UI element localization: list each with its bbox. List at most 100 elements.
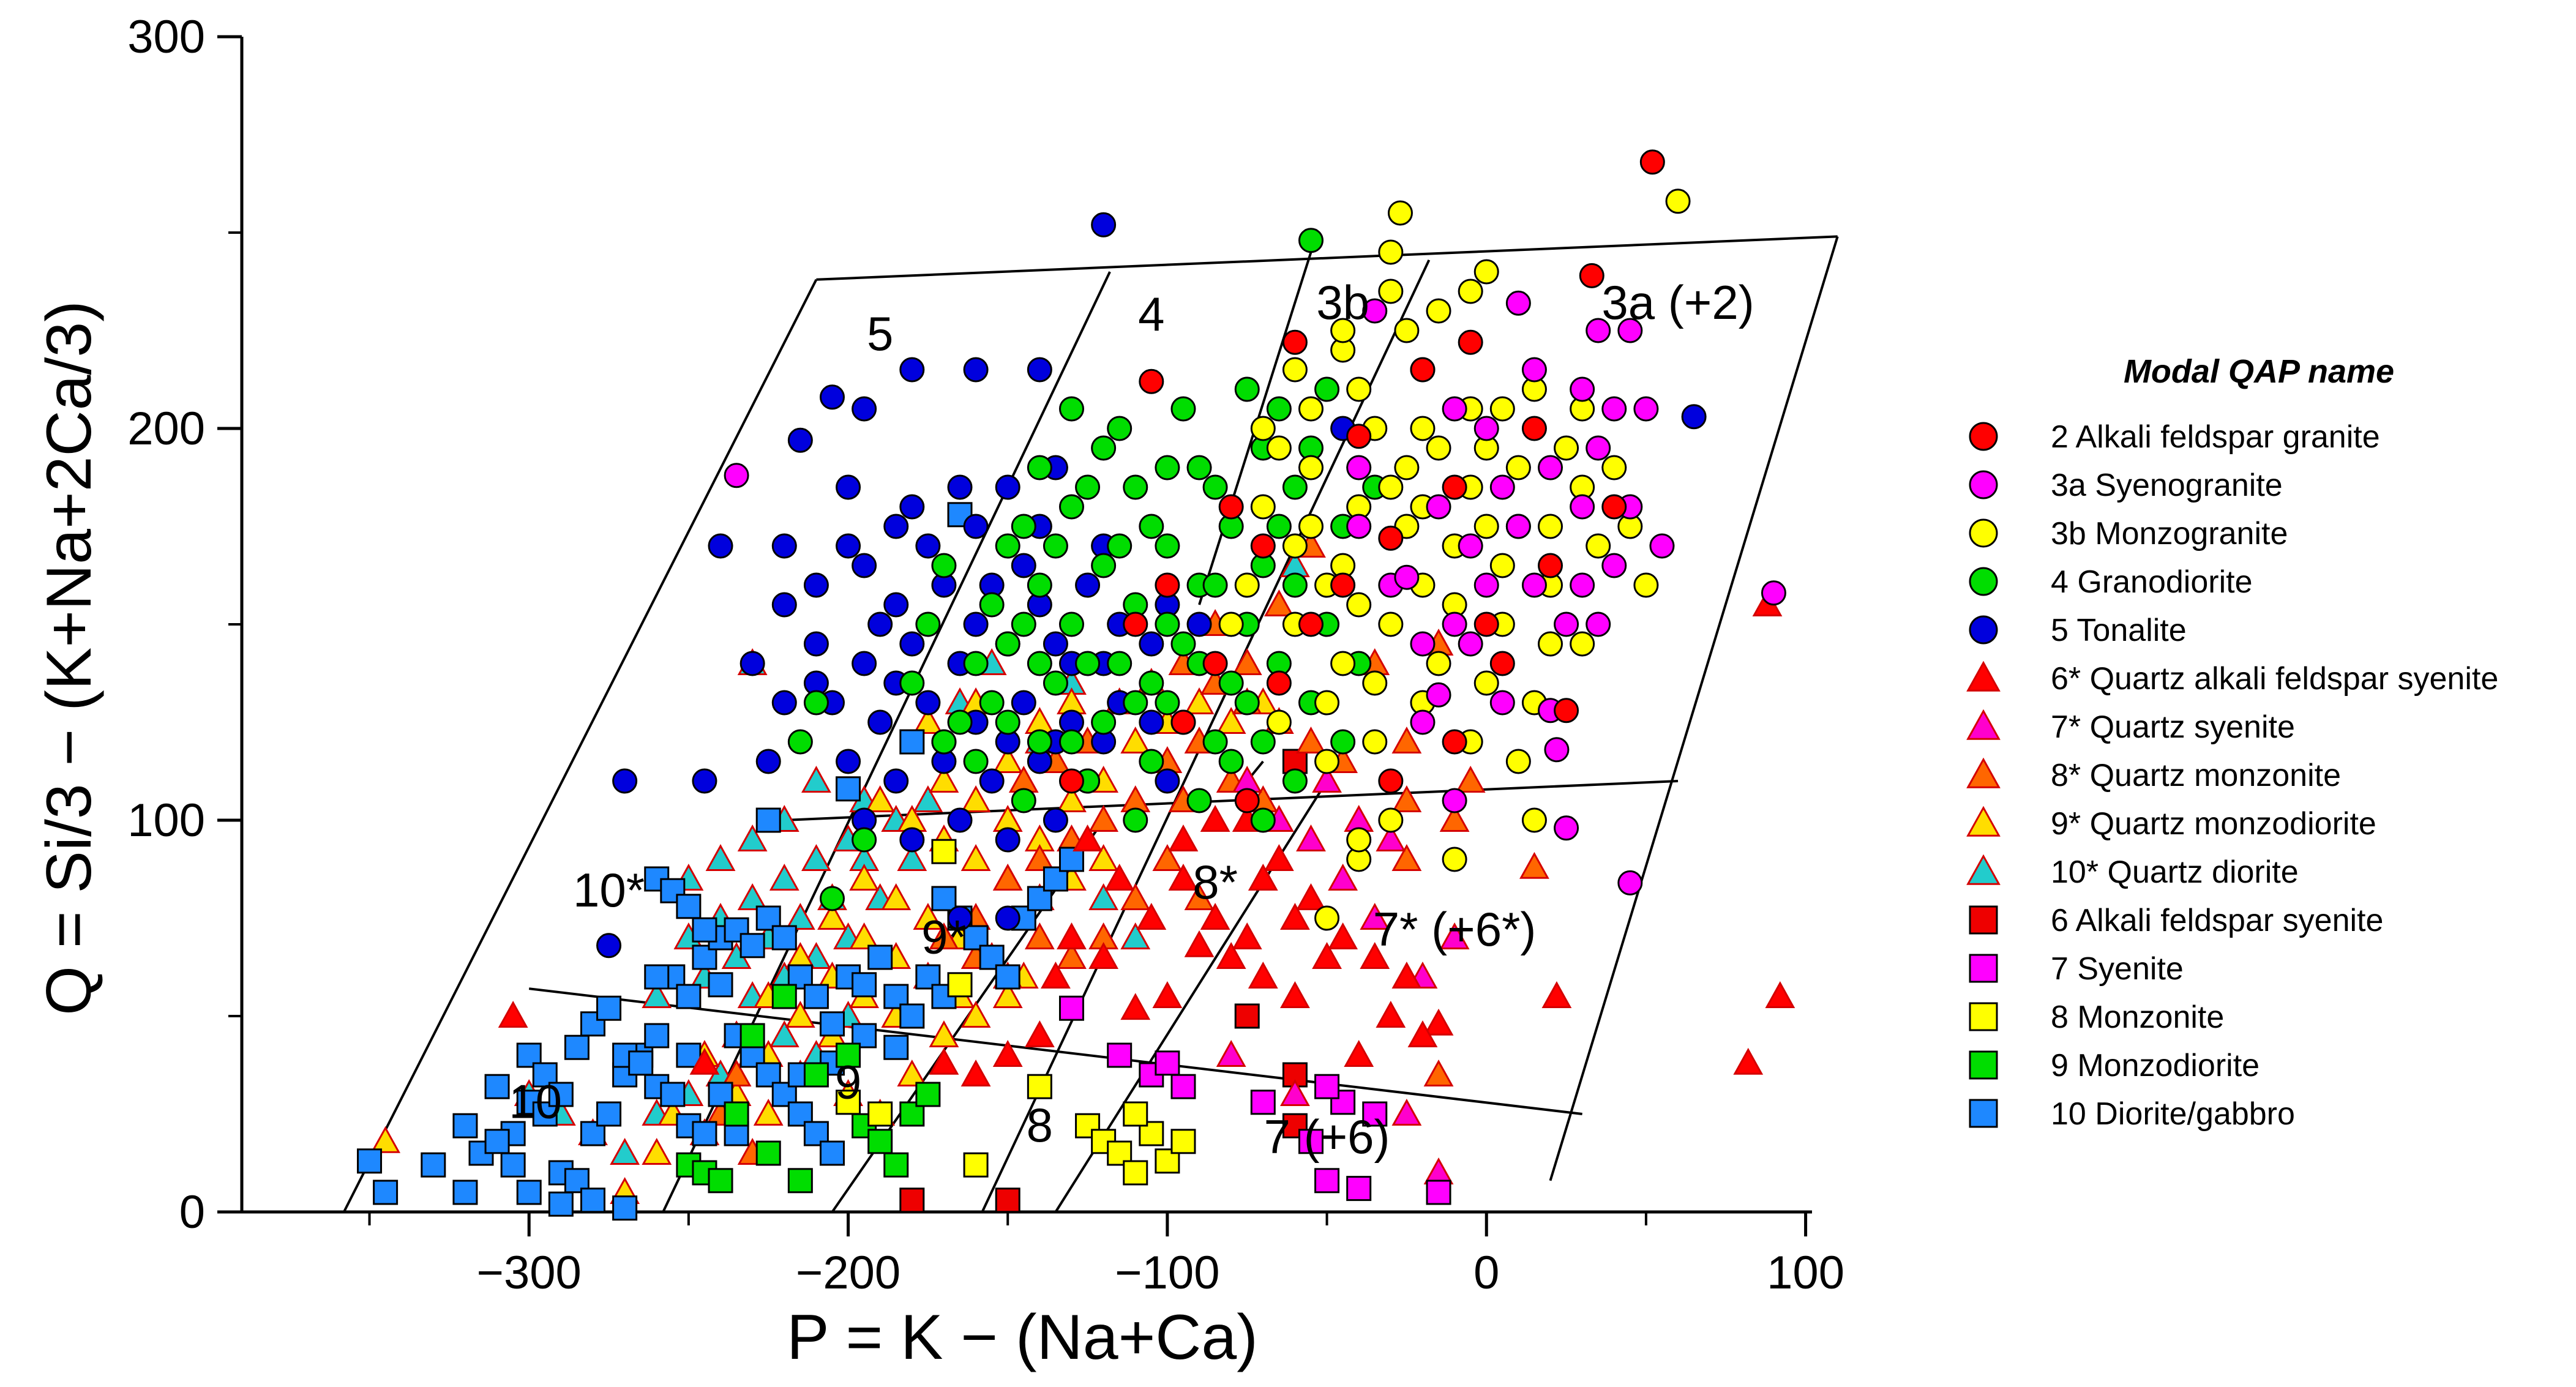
data-point xyxy=(755,1140,781,1166)
data-point xyxy=(1426,494,1451,520)
data-point xyxy=(1218,749,1244,774)
data-point xyxy=(836,776,861,802)
data-point xyxy=(1170,1074,1196,1099)
legend-label: 10* Quartz diorite xyxy=(2051,854,2299,890)
data-point xyxy=(883,514,909,539)
data-point xyxy=(1155,768,1180,794)
data-point xyxy=(960,1001,991,1028)
data-point xyxy=(992,746,1023,773)
data-point xyxy=(692,768,717,794)
data-point xyxy=(1232,648,1262,675)
x-tick-label: −200 xyxy=(796,1247,900,1299)
data-point xyxy=(1296,883,1326,910)
data-point xyxy=(1088,942,1119,969)
data-point xyxy=(1152,844,1183,871)
data-point xyxy=(1442,847,1467,872)
legend-label: 6* Quartz alkali feldspar syenite xyxy=(2051,661,2498,697)
data-point xyxy=(1152,981,1183,1008)
data-point xyxy=(1314,749,1340,774)
data-point xyxy=(1058,494,1084,520)
data-point xyxy=(995,533,1020,559)
legend-label: 8 Monzonite xyxy=(2051,1000,2224,1035)
data-point xyxy=(852,553,877,578)
data-point xyxy=(1681,404,1707,430)
data-point xyxy=(883,592,909,618)
data-point xyxy=(1091,435,1117,461)
data-point xyxy=(1091,553,1117,578)
data-point xyxy=(1346,592,1372,618)
data-point xyxy=(1346,424,1372,449)
data-point xyxy=(1298,396,1324,422)
data-point xyxy=(1362,298,1388,324)
data-point xyxy=(1426,682,1451,708)
data-point xyxy=(979,690,1005,716)
data-point xyxy=(1234,690,1260,716)
data-point xyxy=(1765,981,1795,1008)
data-point xyxy=(1264,844,1294,871)
data-point xyxy=(1057,922,1087,949)
data-point xyxy=(913,785,943,812)
data-point xyxy=(1330,651,1356,676)
data-point xyxy=(1330,729,1356,755)
data-point xyxy=(915,690,941,716)
data-point xyxy=(1058,768,1084,794)
data-point xyxy=(771,690,797,716)
data-point xyxy=(548,1191,574,1217)
data-point xyxy=(1280,981,1310,1008)
data-point xyxy=(1298,514,1324,539)
data-point xyxy=(1266,709,1292,735)
data-point xyxy=(1155,611,1180,637)
data-point xyxy=(1282,357,1308,383)
field-boundaries xyxy=(343,235,1839,1213)
data-point xyxy=(867,611,893,637)
data-point xyxy=(1639,149,1665,175)
data-point xyxy=(1455,766,1486,793)
data-point xyxy=(1314,1168,1340,1194)
data-point xyxy=(1554,611,1579,637)
x-tick-label: −100 xyxy=(1115,1247,1219,1299)
data-point xyxy=(1011,690,1036,716)
data-point xyxy=(1394,318,1420,343)
data-point xyxy=(1410,357,1436,383)
legend-label: 4 Granodiorite xyxy=(2051,564,2253,600)
data-point xyxy=(357,1148,383,1174)
data-point xyxy=(1426,1180,1451,1205)
data-point xyxy=(1266,435,1292,461)
data-point xyxy=(1586,611,1611,637)
data-point xyxy=(692,917,717,943)
data-point xyxy=(1761,580,1786,606)
data-point xyxy=(1057,942,1087,969)
data-point xyxy=(1458,279,1483,304)
data-point xyxy=(769,1020,799,1047)
data-point xyxy=(836,749,861,774)
data-point xyxy=(836,474,861,500)
data-point xyxy=(836,1042,861,1068)
data-point xyxy=(1410,631,1436,657)
data-point xyxy=(883,1152,909,1178)
data-point xyxy=(963,357,989,383)
data-point xyxy=(1266,396,1292,422)
data-point xyxy=(1091,709,1117,735)
data-point xyxy=(1617,318,1643,343)
data-point xyxy=(1218,670,1244,696)
data-point xyxy=(1186,611,1212,637)
data-point xyxy=(628,1050,654,1076)
data-point xyxy=(1075,572,1101,598)
data-point xyxy=(1378,525,1404,551)
data-point xyxy=(708,533,733,559)
data-point xyxy=(931,886,957,911)
data-point xyxy=(915,533,941,559)
data-point xyxy=(1011,514,1036,539)
data-point xyxy=(1426,435,1451,461)
data-point xyxy=(931,729,957,755)
data-point xyxy=(1282,474,1308,500)
data-point xyxy=(1586,435,1611,461)
data-point xyxy=(817,903,847,930)
data-point xyxy=(1123,1160,1148,1186)
data-point xyxy=(899,494,925,520)
data-point xyxy=(1075,474,1101,500)
data-point xyxy=(899,729,925,755)
data-point xyxy=(692,1121,717,1146)
legend: Modal QAP name 2 Alkali feldspar granite… xyxy=(1966,353,2498,1132)
